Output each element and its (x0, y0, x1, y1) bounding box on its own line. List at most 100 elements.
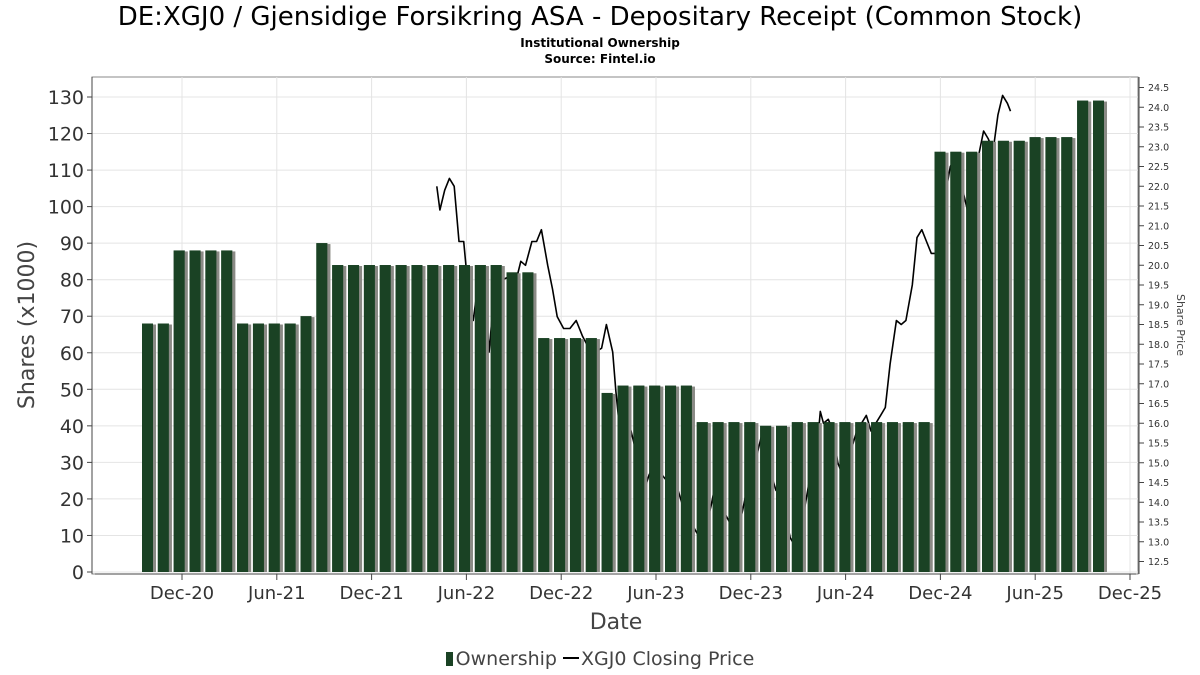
y2-tick-label: 17.5 (1148, 360, 1169, 371)
ownership-bar (807, 422, 819, 572)
ownership-bar (379, 265, 391, 572)
x-tick-label: Jun-25 (1005, 583, 1064, 604)
ownership-bar (839, 422, 851, 572)
ownership-bar (950, 151, 962, 573)
x-tick-label: Jun-23 (626, 583, 685, 604)
ownership-bar (395, 265, 407, 572)
ownership-bar (506, 272, 518, 572)
ownership-bar (538, 338, 550, 572)
y-tick-label: 60 (60, 343, 84, 365)
ownership-bar (617, 385, 629, 572)
y2-tick-label: 13.5 (1148, 518, 1169, 529)
ownership-bars-front (142, 100, 1107, 573)
ownership-bar (157, 323, 169, 572)
chart-subtitle-source: Source: Fintel.io (544, 52, 656, 66)
ownership-bar (1077, 100, 1089, 573)
ownership-bar (680, 385, 692, 572)
ownership-bar (1045, 137, 1057, 572)
y2-tick-label: 23.0 (1148, 142, 1169, 153)
y2-tick-label: 15.5 (1148, 439, 1169, 450)
price-line-group (436, 94, 1012, 547)
y2-tick-label: 17.0 (1148, 379, 1169, 390)
chart-title: DE:XGJ0 / Gjensidige Forsikring ASA - De… (117, 2, 1083, 32)
ownership-bar (459, 265, 470, 572)
x-axis-label: Date (590, 610, 643, 635)
y2-tick-label: 20.5 (1148, 241, 1169, 252)
y-tick-label: 110 (48, 160, 84, 182)
y-tick-label: 130 (48, 87, 84, 109)
y2-tick-label: 24.5 (1148, 83, 1169, 94)
ownership-bar (316, 243, 328, 572)
x-tick-label: Jun-21 (247, 583, 306, 604)
y-tick-label: 100 (48, 197, 84, 219)
ownership-bar (776, 425, 787, 572)
x-tick-label: Jun-24 (816, 583, 875, 604)
ownership-bar (871, 422, 883, 572)
y-axis-label: Shares (x1000) (15, 241, 40, 409)
ownership-bar (205, 250, 217, 572)
x-tick-label: Dec-24 (908, 583, 972, 604)
ownership-bar (966, 151, 978, 573)
ownership-bar (791, 422, 803, 572)
ownership-bar (348, 265, 360, 572)
legend-ownership-label: Ownership (455, 648, 557, 670)
legend-price-swatch (563, 657, 579, 659)
ownership-bar (173, 250, 185, 572)
ownership-bar (1029, 137, 1041, 572)
ownership-bar (823, 422, 835, 572)
tick-labels: 0 10 20 30 40 50 60 70 80 90 100 110 120 130 Dec-20 Jun… (48, 83, 1169, 604)
ownership-bar (221, 250, 233, 572)
ownership-bar (569, 338, 581, 572)
x-tick-label: Dec-25 (1098, 583, 1162, 604)
ownership-bar (411, 265, 423, 572)
ownership-bar (1061, 137, 1073, 572)
x-tick-label: Dec-20 (150, 583, 214, 604)
axes (91, 77, 1140, 575)
y2-axis-label: Share Price (1174, 294, 1187, 356)
ownership-bar (1013, 140, 1025, 572)
ownership-bar (902, 422, 914, 572)
ownership-bar (268, 323, 280, 572)
ownership-bar (696, 422, 708, 572)
ownership-bar (934, 151, 946, 573)
y2-tick-label: 24.0 (1148, 103, 1169, 114)
ownership-bar (443, 265, 455, 572)
y2-tick-label: 16.5 (1148, 399, 1169, 410)
y2-tick-label: 19.5 (1148, 281, 1169, 292)
ownership-bar (427, 265, 439, 572)
ownership-bar (554, 338, 566, 572)
y2-tick-label: 14.0 (1148, 498, 1169, 509)
y-tick-label: 50 (60, 379, 84, 401)
x-tick-label: Jun-22 (437, 583, 496, 604)
ownership-bar (363, 265, 375, 572)
y-tick-label: 90 (60, 233, 84, 255)
ownership-bar (585, 338, 597, 572)
price-line (436, 94, 1012, 547)
ownership-bar (633, 385, 645, 572)
y2-tick-label: 18.0 (1148, 340, 1169, 351)
ownership-bar (997, 140, 1009, 572)
y-tick-label: 70 (60, 306, 84, 328)
ownership-bar (1093, 100, 1104, 573)
y2-tick-label: 12.5 (1148, 557, 1169, 568)
legend-price-label: XGJ0 Closing Price (581, 648, 755, 670)
y2-tick-label: 23.5 (1148, 123, 1169, 134)
ownership-bar (712, 422, 724, 572)
ownership-bar (601, 392, 613, 572)
ownership-bar (332, 265, 344, 572)
y-tick-label: 10 (60, 525, 84, 547)
y2-tick-label: 19.0 (1148, 300, 1169, 311)
ownership-bar (522, 272, 534, 572)
ownership-bar (665, 385, 677, 572)
y2-tick-label: 15.0 (1148, 458, 1169, 469)
y-tick-label: 120 (48, 124, 84, 146)
ownership-bar (300, 316, 312, 572)
x-tick-label: Dec-23 (719, 583, 783, 604)
y-tick-label: 0 (72, 562, 84, 584)
legend-ownership-swatch (445, 652, 453, 666)
x-tick-label: Dec-21 (339, 583, 403, 604)
y2-tick-label: 22.5 (1148, 162, 1169, 173)
ownership-bar (886, 422, 898, 572)
y-tick-label: 20 (60, 489, 84, 511)
